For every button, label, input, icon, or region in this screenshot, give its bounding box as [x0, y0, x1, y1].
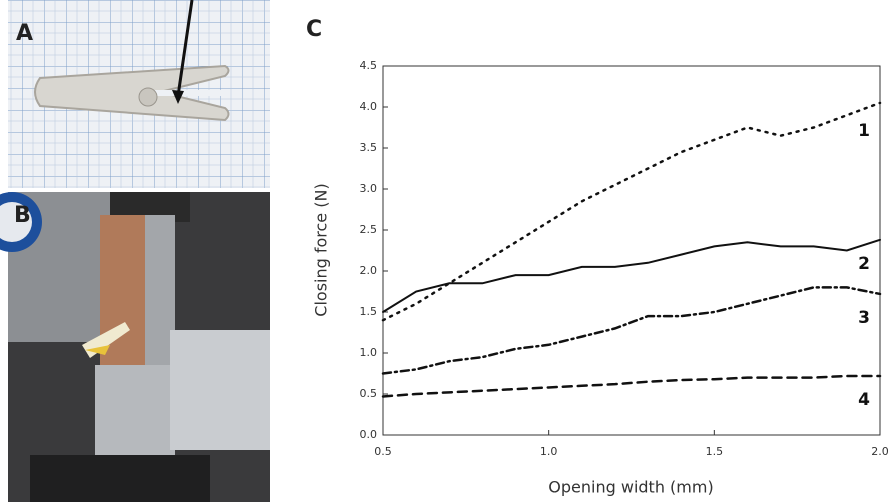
x-tick-label: 1.0 [540, 445, 558, 458]
panel-label: C [306, 17, 322, 42]
y-tick-label: 0.0 [360, 428, 378, 441]
y-tick-label: 1.5 [360, 305, 378, 318]
curve-label: 4 [858, 390, 870, 410]
x-tick-label: 2.0 [871, 445, 889, 458]
y-tick-label: 3.5 [360, 141, 378, 154]
y-tick-label: 0.5 [360, 387, 378, 400]
photo-a: A [8, 0, 270, 188]
curve-label: 2 [858, 254, 870, 274]
y-axis-title: Closing force (N) [312, 183, 331, 316]
curve [382, 238, 881, 313]
x-tick-label: 1.5 [706, 445, 724, 458]
curve [381, 101, 882, 322]
curve-label: 1 [858, 121, 870, 141]
y-tick-label: 4.5 [360, 59, 378, 72]
y-tick-label: 4.0 [360, 100, 378, 113]
panel-label: A [16, 21, 33, 46]
y-tick-label: 2.5 [360, 223, 378, 236]
plot-frame [382, 65, 881, 436]
y-tick-label: 1.0 [360, 346, 378, 359]
x-tick-label: 0.5 [374, 445, 392, 458]
curve [381, 286, 882, 375]
curve-label: 3 [858, 308, 870, 328]
photo-b: B [0, 192, 270, 502]
y-tick-label: 2.0 [360, 264, 378, 277]
panel-label: B [14, 203, 31, 228]
x-axis-title: Opening width (mm) [548, 478, 713, 497]
y-tick-label: 3.0 [360, 182, 378, 195]
curve [381, 374, 882, 398]
